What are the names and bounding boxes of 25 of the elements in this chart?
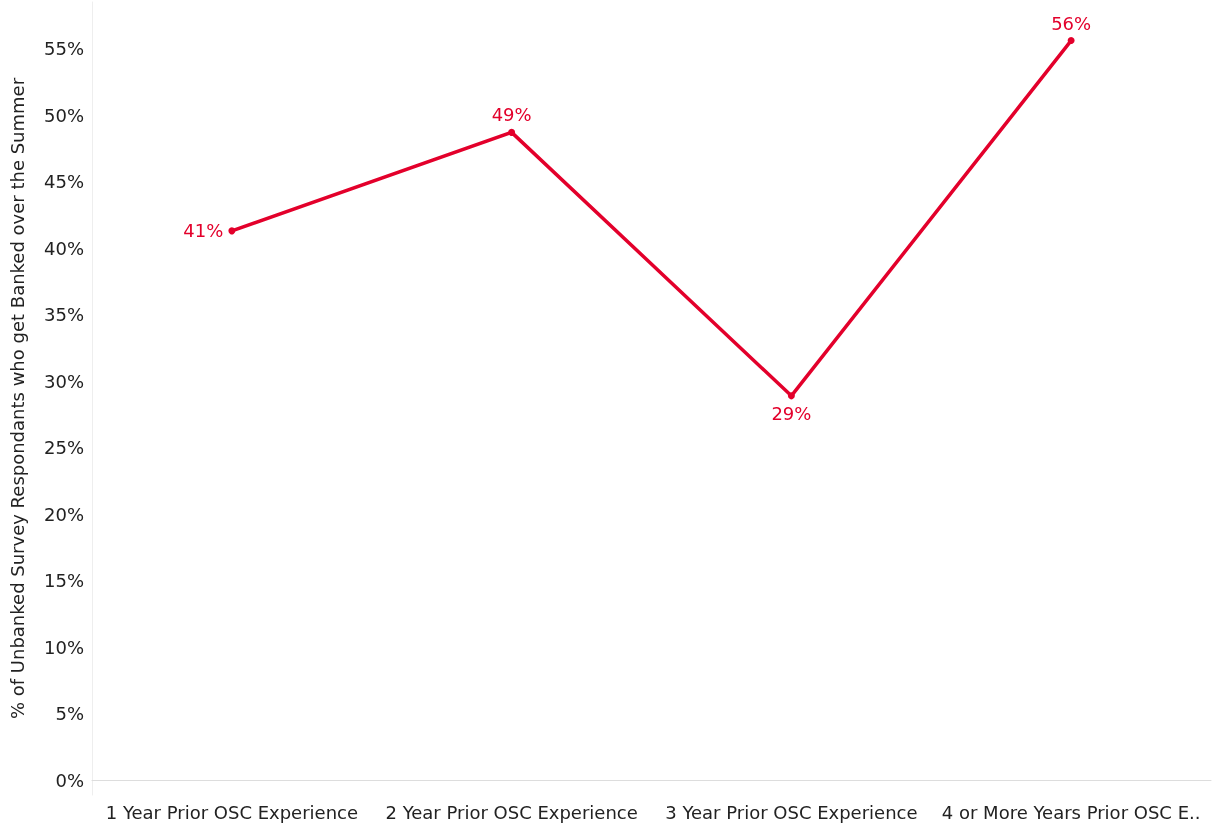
y-tick-label: 50%: [43, 104, 84, 126]
point: [787, 392, 795, 400]
y-tick-label: 35%: [43, 304, 84, 326]
x-tick-label: 2 Year Prior OSC Experience: [385, 801, 638, 823]
point: [228, 227, 236, 235]
y-tick-label: 10%: [43, 636, 84, 658]
data-label: 56%: [1051, 12, 1092, 34]
y-tick-label: 15%: [43, 570, 84, 592]
x-tick-label: 3 Year Prior OSC Experience: [665, 801, 918, 823]
y-tick-label: 20%: [43, 503, 84, 525]
y-axis-title: % of Unbanked Survey Respondants who get Banked over the Summer: [6, 77, 28, 720]
data-label: 29%: [771, 402, 812, 424]
data-label: 49%: [491, 104, 532, 126]
point: [508, 128, 516, 136]
y-tick-label: 40%: [43, 237, 84, 259]
y-tick-label: 25%: [43, 437, 84, 459]
y-tick-label: 30%: [43, 370, 84, 392]
y-tick-label: 55%: [43, 38, 84, 60]
point: [1067, 37, 1075, 45]
x-tick-label: 1 Year Prior OSC Experience: [105, 801, 359, 823]
data-label: 41%: [183, 220, 224, 242]
y-tick-label: 0%: [55, 769, 84, 791]
y-tick-label: 5%: [55, 703, 84, 725]
x-tick-label: 4 or More Years Prior OSC E..: [941, 801, 1201, 823]
y-tick-label: 45%: [43, 171, 84, 193]
